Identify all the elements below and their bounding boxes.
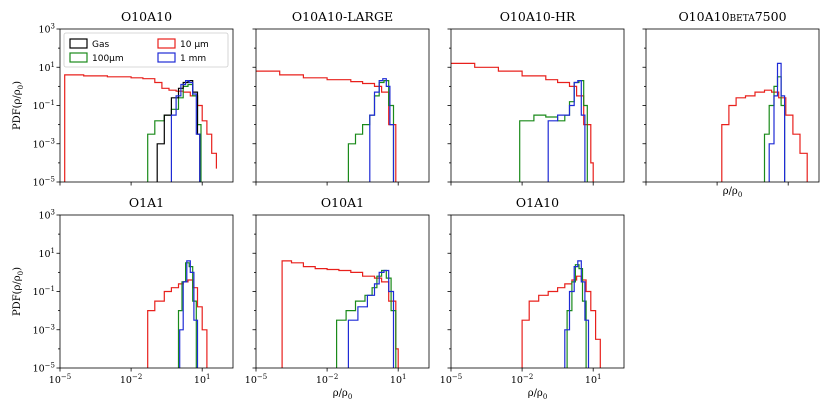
y-tick-label: 103	[38, 23, 55, 36]
series-10-m-line	[721, 89, 808, 182]
series-100-m-line	[347, 80, 395, 182]
series-100-m-line	[336, 269, 397, 368]
series-1-mm-line	[768, 62, 786, 182]
y-tick-label: 10−1	[33, 285, 55, 298]
x-tick-label: 10−5	[245, 373, 267, 386]
x-tick-label: 10−5	[440, 373, 462, 386]
series-1-mm-line	[170, 80, 201, 182]
panel-title: O1A10	[516, 195, 559, 210]
series-gas-line	[156, 80, 201, 182]
legend-label: 100μm	[92, 54, 124, 64]
y-tick-label: 101	[38, 247, 55, 260]
x-tick-label: 10−5	[49, 373, 71, 386]
x-tick-label: 101	[194, 373, 211, 386]
legend-label: 10 μm	[180, 40, 209, 50]
panel-3: O10A10-HR	[447, 9, 625, 186]
legend: Gas 10 μm 100μm 1 mm	[63, 32, 229, 68]
series-1-mm-line	[564, 260, 590, 368]
y-tick-label: 10−5	[33, 176, 55, 189]
y-tick-label: 103	[38, 209, 55, 222]
panel-5: 10−5 10−3 10−1 101 103 10−5 10−2 101 O1A1 PDF(ρ/ρ…	[12, 195, 234, 386]
panel-title: O10A10-LARGE	[292, 9, 393, 24]
legend-label: 1 mm	[180, 54, 206, 64]
panel-title: O1A1	[129, 195, 164, 210]
legend-box	[63, 32, 229, 68]
legend-label: Gas	[92, 40, 109, 50]
y-tick-label: 10−5	[33, 362, 55, 375]
x-axis-label: ρ/ρ0​	[528, 388, 548, 401]
series-10-m-line	[64, 74, 217, 182]
panel-title: O10A1	[321, 195, 364, 210]
x-tick-label: 101	[585, 373, 602, 386]
series-10-m-line	[256, 70, 397, 182]
panel-7: 10−5 10−2 101 O1A10 ρ/ρ0​	[440, 195, 625, 401]
x-tick-label: 10−2	[316, 373, 338, 386]
y-tick-label: 101	[38, 61, 55, 74]
y-tick-label: 10−1	[33, 99, 55, 112]
panel-4: O10A10BETA7500 ρ/ρ0​	[642, 9, 820, 199]
legend-swatch	[157, 38, 176, 49]
y-axis-label: PDF(ρ/ρ0)	[12, 267, 25, 316]
x-axis-label: ρ/ρ0​	[333, 388, 353, 401]
x-tick-label: 101	[390, 373, 407, 386]
x-tick-label: 10−2	[120, 373, 142, 386]
series-10-m-line	[451, 62, 594, 182]
panel-2: O10A10-LARGE	[252, 9, 430, 186]
series-1-mm-line	[369, 78, 395, 182]
panel-title: O10A10	[121, 9, 172, 24]
axes-frame	[450, 214, 625, 369]
legend-swatch	[157, 52, 176, 63]
axes-frame	[450, 28, 625, 183]
y-tick-label: 10−3	[33, 137, 55, 150]
series-1-mm-line	[547, 80, 586, 182]
series-10-m-line	[281, 260, 399, 368]
series-1-mm-line	[179, 260, 199, 368]
series-100-m-line	[147, 83, 202, 182]
series-1-mm-line	[347, 269, 395, 368]
panel-6: 10−5 10−2 101 O10A1 ρ/ρ0​	[245, 195, 430, 401]
y-tick-label: 10−3	[33, 323, 55, 336]
panel-title: O10A10BETA7500	[678, 9, 786, 24]
x-tick-label: 10−2	[511, 373, 533, 386]
legend-swatch	[69, 52, 88, 63]
series-100-m-line	[763, 76, 786, 182]
x-axis-label: ρ/ρ0​	[723, 186, 743, 199]
panel-title: O10A10-HR	[500, 9, 576, 24]
legend-swatch	[69, 38, 88, 49]
axes-frame	[255, 28, 430, 183]
y-axis-label: PDF(ρ/ρ0)	[12, 81, 25, 130]
